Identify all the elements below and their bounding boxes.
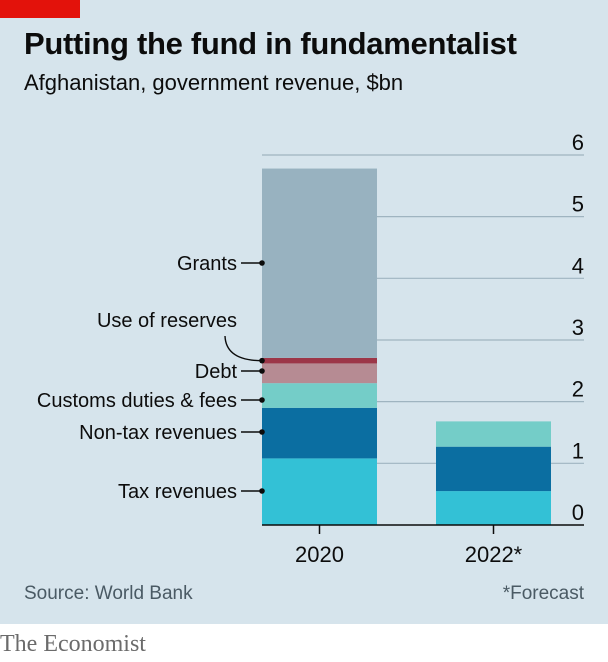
source-note: Source: World Bank	[24, 583, 193, 604]
bar-2022-customs-duties-fees	[436, 421, 551, 447]
y-tick-label-0: 0	[572, 500, 584, 525]
chart-subtitle: Afghanistan, government revenue, $bn	[24, 70, 404, 95]
y-tick-label-1: 1	[572, 438, 584, 463]
y-tick-label-5: 5	[572, 192, 584, 217]
leader-dot-non-tax-revenues	[259, 429, 265, 435]
leader-dot-tax-revenues	[259, 488, 265, 494]
bar-2020-grants	[262, 168, 377, 358]
bar-2020-non-tax-revenues	[262, 407, 377, 459]
leader-dot-use-of-reserves	[259, 357, 265, 364]
stacked-bar-chart: 2020 2022* 0 1 2 3 4 5 6 Tax revenues Non-tax reve…	[37, 130, 584, 567]
leader-line-use-of-reserves	[224, 335, 263, 362]
series-label-non-tax-revenues: Non-tax revenues	[79, 422, 237, 444]
y-tick-label-6: 6	[572, 130, 584, 155]
series-label-grants: Grants	[177, 253, 237, 275]
bar-2020-tax-revenues	[262, 458, 377, 525]
bar-2020-use-of-reserves	[262, 357, 377, 364]
y-tick-label-2: 2	[572, 377, 584, 402]
x-tick-label-2022: 2022*	[465, 542, 523, 567]
leader-dot-debt	[259, 368, 265, 374]
bar-2022-tax-revenues	[436, 491, 551, 525]
series-label-use-of-reserves: Use of reserves	[97, 310, 237, 332]
leader-dot-customs-duties-fees	[259, 397, 265, 403]
y-tick-label-3: 3	[572, 315, 584, 340]
brand-red-tag	[0, 0, 80, 18]
leader-dot-grants	[259, 260, 265, 266]
economist-logo: The Economist	[0, 631, 146, 657]
forecast-note: *Forecast	[502, 583, 584, 604]
x-tick-label-2020: 2020	[295, 542, 344, 567]
series-label-customs-duties-fees: Customs duties & fees	[37, 390, 237, 412]
bar-2022-non-tax-revenues	[436, 446, 551, 492]
y-tick-label-4: 4	[572, 253, 584, 278]
series-label-tax-revenues: Tax revenues	[118, 481, 237, 503]
bar-2020-customs-duties-fees	[262, 383, 377, 408]
chart-title: Putting the fund in fundamentalist	[24, 26, 517, 61]
series-label-debt: Debt	[195, 361, 238, 383]
bar-2020-debt	[262, 363, 377, 384]
